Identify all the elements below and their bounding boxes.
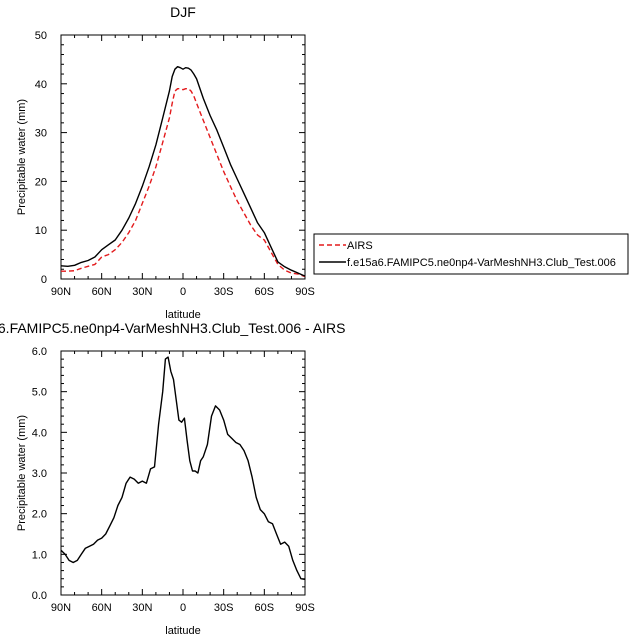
x-tick-label: 90N [51, 602, 71, 614]
x-tick-label: 30S [214, 286, 234, 298]
y-tick-label: 5.0 [32, 387, 47, 399]
chart-panel-2: 15a6.FAMIPC5.ne0np4-VarMeshNH3.Club_Test… [0, 320, 345, 637]
y-tick-label: 20 [35, 176, 47, 188]
x-tick-label: 30S [214, 602, 234, 614]
y-tick-label: 50 [35, 30, 47, 42]
y-tick-label: 4.0 [32, 427, 47, 439]
x-tick-label: 90S [295, 286, 315, 298]
y-tick-label: 3.0 [32, 468, 47, 480]
chart-title: 15a6.FAMIPC5.ne0np4-VarMeshNH3.Club_Test… [0, 320, 345, 336]
x-tick-label: 60S [255, 602, 275, 614]
y-axis-label: Precipitable water (mm) [16, 415, 28, 531]
x-tick-label: 90S [295, 602, 315, 614]
x-tick-label: 60S [255, 286, 275, 298]
y-tick-label: 40 [35, 79, 47, 91]
y-tick-label: 2.0 [32, 509, 47, 521]
y-tick-label: 10 [35, 225, 47, 237]
x-tick-label: 30N [132, 602, 152, 614]
y-axis-label: Precipitable water (mm) [16, 99, 28, 215]
legend-label: AIRS [347, 240, 373, 252]
y-tick-label: 0.0 [32, 590, 47, 602]
y-tick-label: 30 [35, 128, 47, 140]
x-tick-label: 0 [180, 602, 186, 614]
chart-title: DJF [170, 4, 196, 20]
legend-label: f.e15a6.FAMIPC5.ne0np4-VarMeshNH3.Club_T… [347, 257, 616, 269]
y-tick-label: 6.0 [32, 346, 47, 358]
chart-panel-1: DJF 90N 60N 30N 0 30S 60S 90S 0 10 20 30 40 50 latitud… [16, 4, 315, 321]
x-axis-label: latitude [165, 625, 200, 637]
x-tick-label: 30N [132, 286, 152, 298]
y-tick-label: 0 [41, 274, 47, 286]
plot-frame [60, 350, 306, 596]
x-tick-label: 90N [51, 286, 71, 298]
x-tick-label: 60N [92, 286, 112, 298]
series-line-2 [60, 65, 306, 277]
x-tick-label: 0 [180, 286, 186, 298]
y-tick-label: 1.0 [32, 549, 47, 561]
series-line-1 [60, 356, 306, 581]
x-tick-label: 60N [92, 602, 112, 614]
series-line-1 [61, 87, 306, 278]
legend: AIRS f.e15a6.FAMIPC5.ne0np4-VarMeshNH3.Cl… [313, 233, 629, 275]
x-axis-label: latitude [165, 309, 200, 321]
legend-box [313, 233, 629, 275]
